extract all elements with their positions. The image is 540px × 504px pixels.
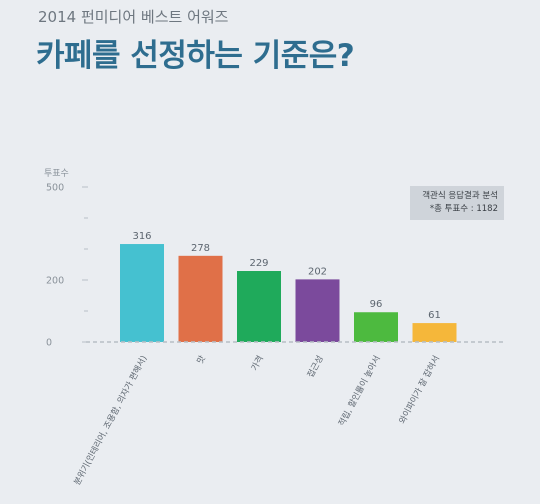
y-tick-label: 0 xyxy=(46,338,52,349)
bar-value-label: 278 xyxy=(191,243,210,254)
vote-summary-box: 객관식 응답결과 분석 *총 투표수 : 1182 xyxy=(410,186,504,220)
bar-value-label: 229 xyxy=(249,258,268,269)
bar xyxy=(354,312,398,342)
bar xyxy=(295,279,340,342)
bar-value-label: 316 xyxy=(132,231,151,242)
bar-value-label: 61 xyxy=(428,310,441,321)
bar xyxy=(237,271,281,342)
y-axis-label: 투표수 xyxy=(44,168,69,179)
vote-summary-total: *총 투표수 : 1182 xyxy=(429,204,498,214)
bar-value-label: 96 xyxy=(370,299,383,310)
y-tick-label: 500 xyxy=(46,183,64,194)
bar xyxy=(178,255,223,342)
bar-value-label: 202 xyxy=(308,266,327,277)
bar xyxy=(120,244,164,342)
chart-title: 카페를 선정하는 기준은? xyxy=(36,38,355,74)
chart-subtitle: 2014 펀미디어 베스트 어워즈 xyxy=(38,8,229,26)
vote-summary-heading: 객관식 응답결과 분석 xyxy=(422,191,498,201)
bar xyxy=(412,323,457,342)
y-tick-label: 200 xyxy=(46,276,64,287)
